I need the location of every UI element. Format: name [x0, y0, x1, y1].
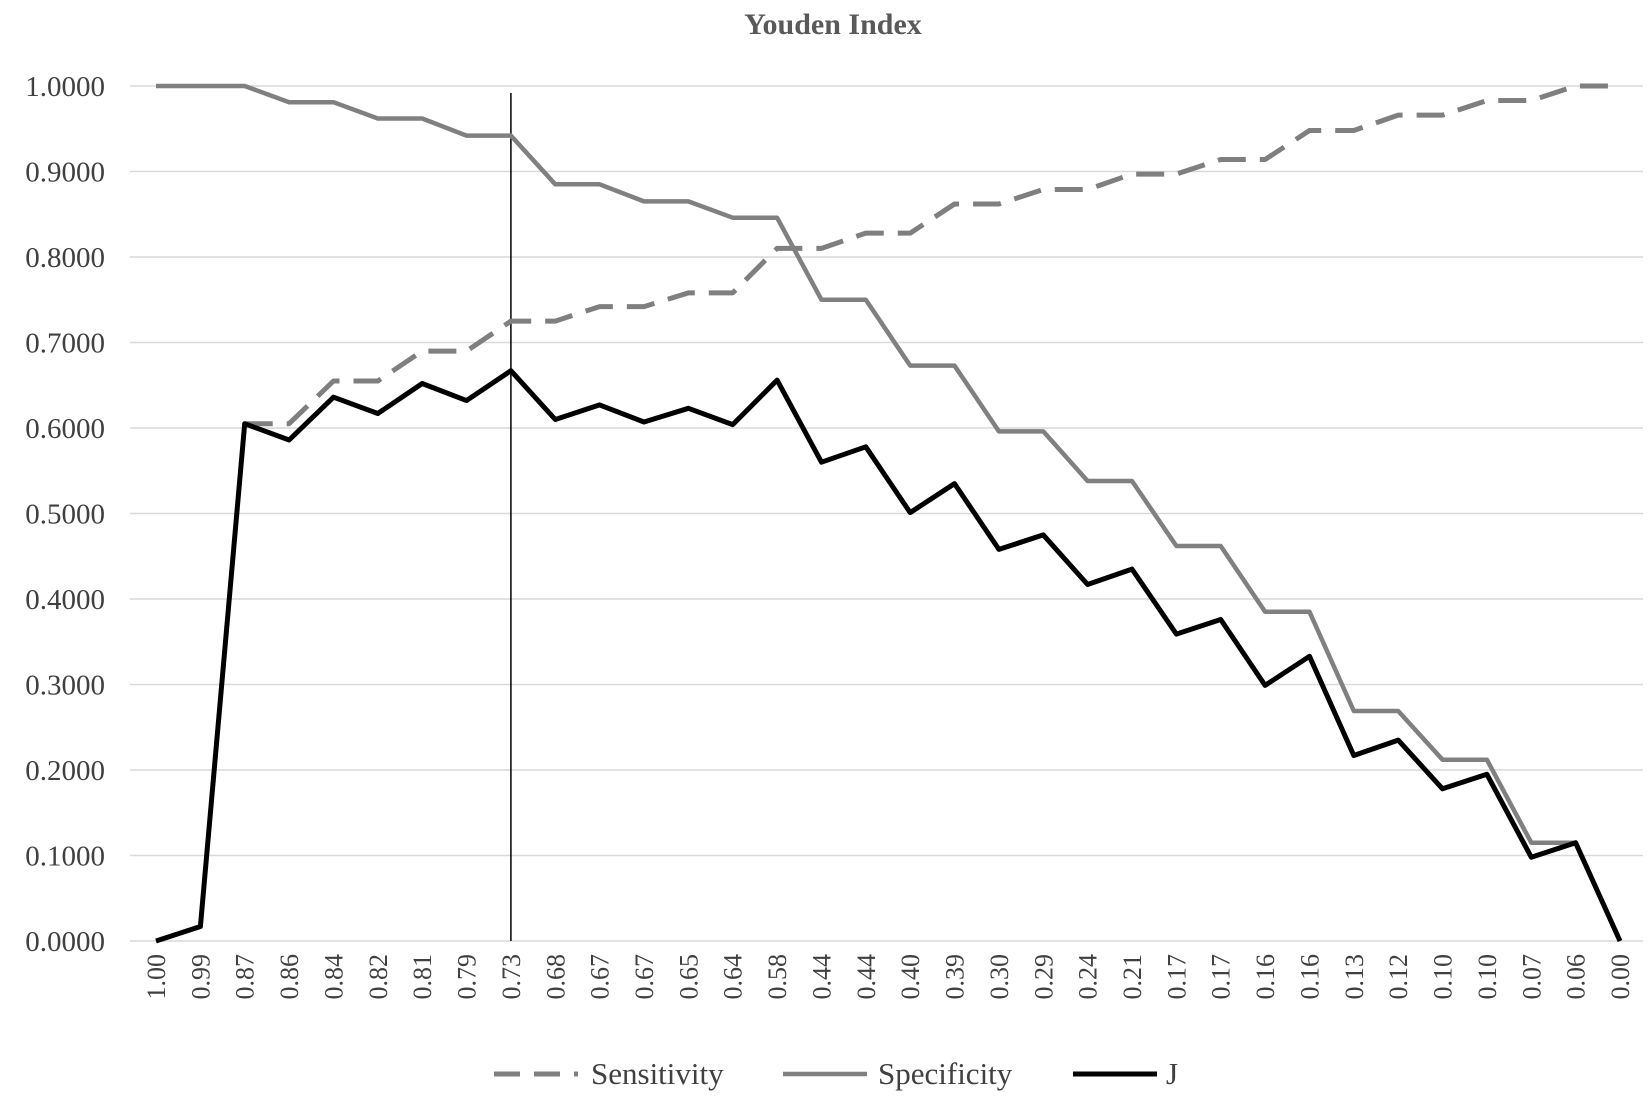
x-tick-label: 0.64 — [719, 954, 748, 1000]
x-tick-label: 0.73 — [497, 954, 526, 1000]
series-line-j — [155, 368, 1623, 944]
y-tick-label: 0.0000 — [25, 926, 105, 958]
y-axis-ticks: 0.0000 0.1000 0.2000 0.3000 0.4000 0.5000 0.60… — [25, 71, 105, 958]
series-line-specificity — [156, 83, 1623, 942]
x-tick-label: 0.21 — [1118, 954, 1147, 1000]
y-tick-label: 0.8000 — [25, 242, 105, 274]
x-tick-label: 0.10 — [1473, 954, 1502, 1000]
y-tick-label: 1.0000 — [25, 71, 105, 103]
legend: Sensitivity Specificity J — [494, 1056, 1178, 1091]
x-tick-label: 0.68 — [541, 954, 570, 1000]
x-tick-label: 0.81 — [408, 954, 437, 1000]
gridlines — [130, 85, 1643, 942]
x-tick-label: 0.65 — [674, 954, 703, 1000]
x-tick-label: 0.40 — [896, 954, 925, 1000]
x-tick-label: 0.12 — [1384, 954, 1413, 1000]
legend-label-specificity: Specificity — [878, 1056, 1013, 1091]
x-tick-label: 0.30 — [985, 954, 1014, 1000]
series-lines — [155, 83, 1623, 944]
x-tick-label: 0.17 — [1207, 954, 1236, 1000]
x-tick-label: 0.16 — [1295, 954, 1324, 1000]
x-tick-label: 0.06 — [1562, 954, 1591, 1000]
x-tick-label: 0.16 — [1251, 954, 1280, 1000]
y-tick-label: 0.9000 — [25, 157, 105, 189]
y-tick-label: 0.7000 — [25, 328, 105, 360]
x-tick-label: 1.00 — [142, 954, 171, 1000]
x-tick-label: 0.99 — [186, 954, 215, 1000]
y-tick-label: 0.2000 — [25, 755, 105, 787]
x-tick-label: 0.79 — [453, 954, 482, 1000]
x-tick-label: 0.67 — [586, 954, 615, 1000]
x-axis-ticks: 1.00 0.99 0.87 0.86 0.84 0.82 0.81 0.79 0.73 0.68… — [142, 954, 1635, 1000]
y-tick-label: 0.6000 — [25, 413, 105, 445]
x-tick-label: 0.00 — [1606, 954, 1635, 1000]
legend-label-sensitivity: Sensitivity — [591, 1056, 724, 1091]
x-tick-label: 0.07 — [1517, 954, 1546, 1000]
legend-label-j: J — [1166, 1056, 1178, 1091]
series-line-sensitivity — [244, 83, 1620, 427]
x-tick-label: 0.67 — [630, 954, 659, 1000]
chart-title: Youden Index — [744, 8, 922, 41]
y-tick-label: 0.5000 — [25, 499, 105, 531]
y-tick-label: 0.1000 — [25, 841, 105, 873]
x-tick-label: 0.86 — [275, 954, 304, 1000]
x-tick-label: 0.58 — [763, 954, 792, 1000]
x-tick-label: 0.24 — [1074, 954, 1103, 1000]
y-tick-label: 0.4000 — [25, 584, 105, 616]
x-tick-label: 0.82 — [364, 954, 393, 1000]
x-tick-label: 0.84 — [319, 954, 348, 1000]
x-tick-label: 0.29 — [1029, 954, 1058, 1000]
x-tick-label: 0.44 — [807, 954, 836, 1000]
x-tick-label: 0.44 — [852, 954, 881, 1000]
x-tick-label: 0.39 — [941, 954, 970, 1000]
x-tick-label: 0.87 — [231, 954, 260, 1000]
y-tick-label: 0.3000 — [25, 670, 105, 702]
x-tick-label: 0.17 — [1162, 954, 1191, 1000]
x-tick-label: 0.10 — [1429, 954, 1458, 1000]
x-tick-label: 0.13 — [1340, 954, 1369, 1000]
